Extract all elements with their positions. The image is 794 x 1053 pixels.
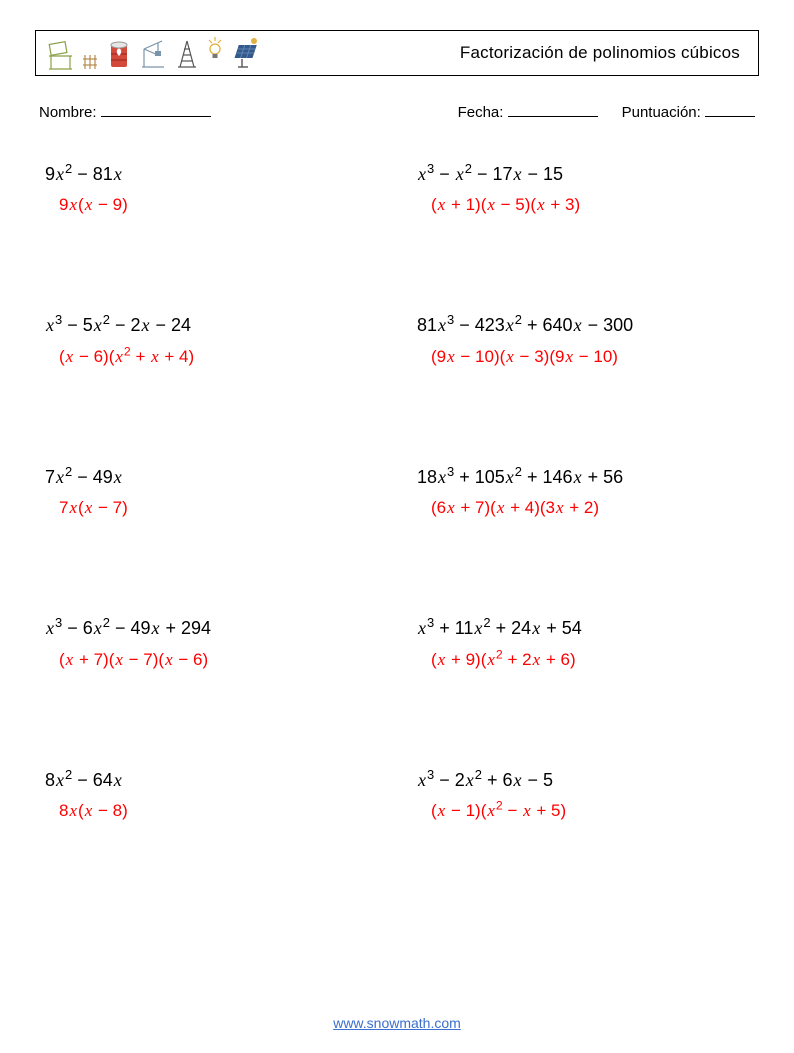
problem-answer: (x − 1)(x2 − x + 5) — [417, 800, 749, 822]
worksheet-header: Factorización de polinomios cúbicos — [35, 30, 759, 76]
problem-expression: x3 − 6x2 − 49x + 294 — [45, 617, 377, 640]
problem-cell: x3 − 2x2 + 6x − 5 (x − 1)(x2 − x + 5) — [397, 769, 749, 822]
name-label: Nombre: — [39, 104, 97, 121]
problem-expression: x3 − 2x2 + 6x − 5 — [417, 769, 749, 792]
problem-row: 9x2 − 81x 9x(x − 9) x3 − x2 − 17x − 15 (x +… — [45, 163, 749, 216]
problem-cell: x3 + 11x2 + 24x + 54 (x + 9)(x2 + 2x + 6) — [397, 617, 749, 670]
oil-rig-icon — [174, 35, 200, 71]
problem-cell: x3 − 6x2 − 49x + 294 (x + 7)(x − 7)(x − 6… — [45, 617, 397, 670]
problem-answer: (x − 6)(x2 + x + 4) — [45, 346, 377, 368]
score-blank[interactable] — [705, 102, 755, 117]
problem-expression: x3 + 11x2 + 24x + 54 — [417, 617, 749, 640]
problem-answer: 8x(x − 8) — [45, 800, 377, 822]
worksheet-page: Factorización de polinomios cúbicos Nomb… — [0, 0, 794, 1053]
crane-icon — [138, 35, 168, 71]
solar-panel-icon — [230, 35, 260, 71]
date-blank[interactable] — [508, 102, 598, 117]
problem-row: 7x2 − 49x 7x(x − 7) 18x3 + 105x2 + 146x + … — [45, 466, 749, 519]
problem-row: x3 − 5x2 − 2x − 24 (x − 6)(x2 + x + 4) 81x… — [45, 314, 749, 367]
name-blank[interactable] — [101, 102, 211, 117]
fence-icon — [82, 37, 100, 71]
date-label: Fecha: — [458, 104, 504, 121]
problem-cell: x3 − 5x2 − 2x − 24 (x − 6)(x2 + x + 4) — [45, 314, 397, 367]
name-field: Nombre: — [39, 102, 211, 121]
worksheet-title: Factorización de polinomios cúbicos — [460, 43, 740, 63]
problem-row: x3 − 6x2 − 49x + 294 (x + 7)(x − 7)(x − 6… — [45, 617, 749, 670]
problem-row: 8x2 − 64x 8x(x − 8) x3 − 2x2 + 6x − 5 (x − … — [45, 769, 749, 822]
date-field: Fecha: — [458, 102, 598, 121]
lightbulb-icon — [206, 35, 224, 71]
header-icons — [46, 35, 260, 71]
problem-cell: x3 − x2 − 17x − 15 (x + 1)(x − 5)(x + 3) — [397, 163, 749, 216]
score-field: Puntuación: — [622, 102, 755, 121]
oil-drum-icon — [106, 35, 132, 71]
problem-cell: 9x2 − 81x 9x(x − 9) — [45, 163, 397, 216]
problems-grid: 9x2 − 81x 9x(x − 9) x3 − x2 − 17x − 15 (x +… — [35, 163, 759, 822]
problem-answer: (x + 1)(x − 5)(x + 3) — [417, 194, 749, 216]
drafting-desk-icon — [46, 37, 76, 71]
footer: www.snowmath.com — [0, 1015, 794, 1031]
score-label: Puntuación: — [622, 104, 701, 121]
problem-expression: 9x2 − 81x — [45, 163, 377, 186]
problem-cell: 8x2 − 64x 8x(x − 8) — [45, 769, 397, 822]
problem-answer: (x + 7)(x − 7)(x − 6) — [45, 649, 377, 671]
problem-cell: 18x3 + 105x2 + 146x + 56 (6x + 7)(x + 4)(… — [397, 466, 749, 519]
problem-expression: 81x3 − 423x2 + 640x − 300 — [417, 314, 749, 337]
problem-cell: 81x3 − 423x2 + 640x − 300 (9x − 10)(x − 3… — [397, 314, 749, 367]
problem-expression: 18x3 + 105x2 + 146x + 56 — [417, 466, 749, 489]
problem-answer: (x + 9)(x2 + 2x + 6) — [417, 649, 749, 671]
problem-cell: 7x2 − 49x 7x(x − 7) — [45, 466, 397, 519]
problem-answer: (9x − 10)(x − 3)(9x − 10) — [417, 346, 749, 368]
source-link[interactable]: www.snowmath.com — [333, 1015, 461, 1031]
problem-expression: x3 − x2 − 17x − 15 — [417, 163, 749, 186]
problem-answer: (6x + 7)(x + 4)(3x + 2) — [417, 497, 749, 519]
problem-answer: 9x(x − 9) — [45, 194, 377, 216]
problem-answer: 7x(x − 7) — [45, 497, 377, 519]
problem-expression: 7x2 − 49x — [45, 466, 377, 489]
problem-expression: x3 − 5x2 − 2x − 24 — [45, 314, 377, 337]
problem-expression: 8x2 − 64x — [45, 769, 377, 792]
info-row: Nombre: Fecha: Puntuación: — [35, 102, 759, 121]
